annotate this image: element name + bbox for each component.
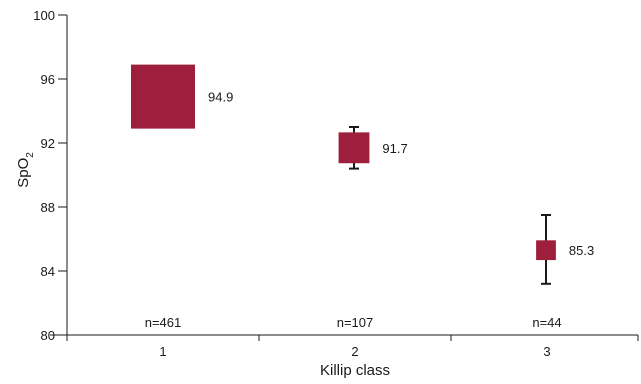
data-labels: 94.9 n=461 91.7 n=107 85.3 n=44 (145, 90, 594, 330)
data-marker (131, 64, 195, 129)
x-axis: 1 2 3 (50, 334, 639, 359)
y-tick-label: 92 (41, 136, 55, 151)
y-axis-title: SpO2 (15, 152, 36, 188)
value-label: 94.9 (208, 90, 233, 105)
y-tick-label: 100 (33, 8, 55, 23)
y-tick-label: 80 (41, 328, 55, 343)
x-tick-label: 1 (159, 344, 166, 359)
y-tick-label: 88 (41, 200, 55, 215)
value-label: 85.3 (569, 243, 594, 258)
sample-size-label: n=107 (337, 315, 374, 330)
y-tick-label: 84 (41, 264, 55, 279)
x-tick-label: 2 (351, 344, 358, 359)
x-axis-title: Killip class (320, 362, 390, 379)
sample-size-label: n=461 (145, 315, 182, 330)
x-tick-label: 3 (543, 344, 550, 359)
data-marker (338, 132, 370, 164)
sample-size-label: n=44 (532, 315, 561, 330)
error-bars (349, 126, 551, 285)
y-axis: 80 84 88 92 96 100 (33, 8, 68, 343)
data-markers (131, 64, 556, 261)
value-label: 91.7 (382, 141, 407, 156)
y-tick-label: 96 (41, 72, 55, 87)
data-marker (536, 240, 556, 261)
